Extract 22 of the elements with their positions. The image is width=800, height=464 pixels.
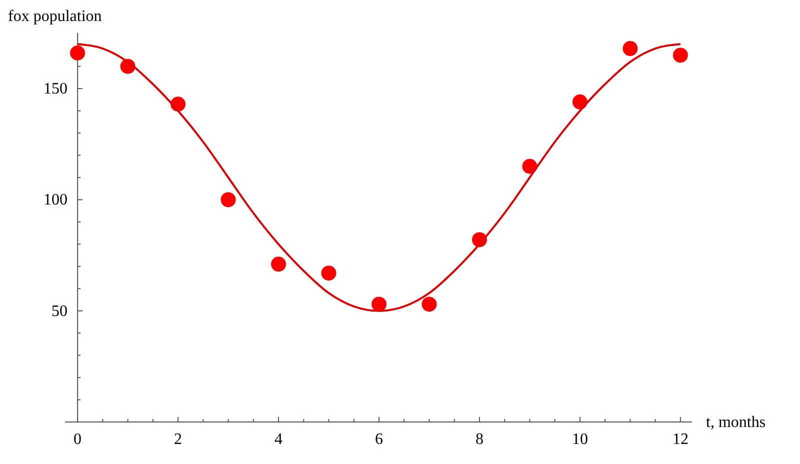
y-axis-title: fox population [8, 8, 102, 25]
x-tick-label: 2 [174, 431, 182, 448]
x-tick-label: 0 [74, 431, 82, 448]
point [70, 46, 86, 61]
y-tick-label: 100 [44, 192, 68, 209]
y-tick-label: 50 [52, 302, 68, 320]
point [622, 41, 638, 56]
x-tick-label: 4 [274, 431, 283, 448]
x-axis-title: t, months [706, 414, 766, 431]
line-series [76, 43, 682, 312]
point [522, 158, 538, 174]
y-tick-label: 150 [44, 80, 68, 98]
x-tick-label: 10 [572, 431, 588, 448]
x-tick-label: 12 [672, 431, 688, 448]
point [372, 296, 386, 312]
point [321, 266, 336, 281]
point [422, 296, 437, 312]
point [271, 256, 286, 272]
x-tick-label: 6 [375, 431, 383, 448]
x-tick-label: 8 [475, 431, 484, 448]
point [672, 48, 688, 63]
point [220, 192, 236, 208]
